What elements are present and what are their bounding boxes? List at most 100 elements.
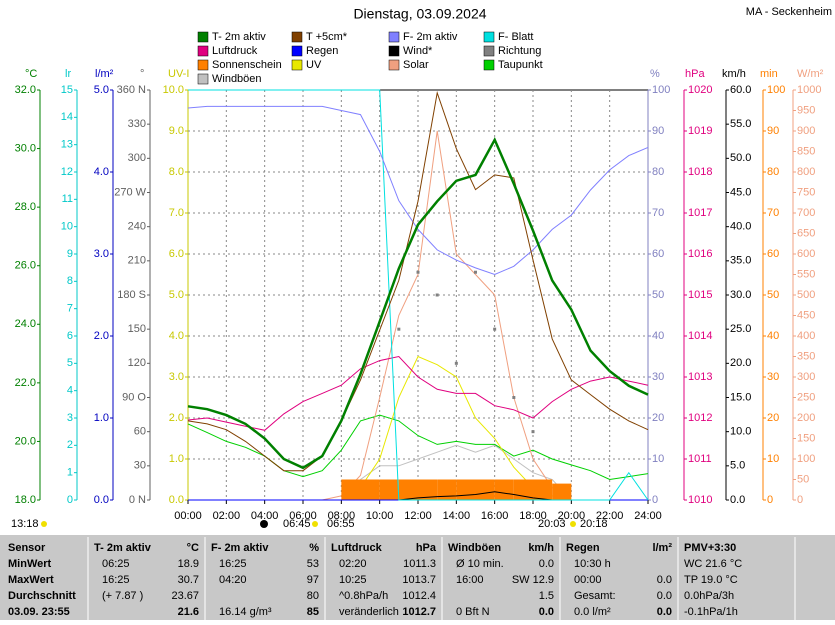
legend-swatch xyxy=(197,45,209,57)
axis-unit: hPa xyxy=(685,68,705,80)
y-tick-label: 200 xyxy=(797,412,815,424)
table-value: 80 xyxy=(307,590,319,602)
y-tick-label: 7 xyxy=(67,303,73,315)
y-tick-label: 350 xyxy=(797,350,815,362)
y-tick-label: 60 xyxy=(767,248,779,260)
y-tick-label: 6.0 xyxy=(169,248,184,260)
axis-unit: km/h xyxy=(722,68,746,80)
y-tick-label: 9.0 xyxy=(169,125,184,137)
y-tick-label: 10.0 xyxy=(163,84,184,96)
legend-swatch xyxy=(291,31,303,43)
x-tick-label: 14:00 xyxy=(443,510,471,522)
y-tick-label: 55.0 xyxy=(730,118,751,130)
bar xyxy=(418,479,438,500)
y-tick-label: 30.0 xyxy=(15,142,36,154)
y-tick-label: 1017 xyxy=(688,207,712,219)
table-value: 0.0 xyxy=(657,606,672,618)
series-point xyxy=(493,327,497,331)
series-point xyxy=(416,270,420,274)
bar xyxy=(475,479,495,500)
legend-label: Regen xyxy=(306,45,338,57)
y-tick-label: 30 xyxy=(652,371,664,383)
y-tick-label: 950 xyxy=(797,104,815,116)
y-tick-label: 80 xyxy=(767,166,779,178)
y-tick-label: 100 xyxy=(767,84,785,96)
x-tick-label: 06:00 xyxy=(289,510,317,522)
table-value: SW 12.9 xyxy=(512,574,554,586)
y-tick-label: 8.0 xyxy=(169,166,184,178)
y-tick-label: 0 xyxy=(67,494,73,506)
y-tick-label: 2 xyxy=(67,439,73,451)
table-cell: 04:20 xyxy=(219,574,247,586)
sun-time: 20:18 xyxy=(580,518,608,530)
axis-unit: lr xyxy=(65,68,71,80)
y-tick-label: 300 xyxy=(797,371,815,383)
sunset-icon xyxy=(570,521,576,527)
table-row-label: MaxWert xyxy=(8,574,54,586)
bar xyxy=(533,479,553,500)
y-tick-label: 150 xyxy=(797,432,815,444)
table-value: 30.7 xyxy=(178,574,199,586)
table-header: Luftdruck xyxy=(331,542,383,554)
table-value: 1013.7 xyxy=(402,574,436,586)
table-cell: 10:30 h xyxy=(574,558,611,570)
table-unit: °C xyxy=(187,542,199,554)
y-tick-label: 14 xyxy=(61,111,73,123)
sun-time: 13:18 xyxy=(11,518,39,530)
sun-time: 06:55 xyxy=(327,518,355,530)
table-header: Windböen xyxy=(448,542,501,554)
table-cell: (+ 7.87 ) xyxy=(102,590,143,602)
legend-swatch xyxy=(388,59,400,71)
y-tick-label: 100 xyxy=(652,84,670,96)
y-tick-label: 9 xyxy=(67,248,73,260)
y-tick-label: 0.0 xyxy=(169,494,184,506)
y-tick-label: 1014 xyxy=(688,330,712,342)
bar xyxy=(341,479,361,500)
x-tick-label: 18:00 xyxy=(519,510,547,522)
y-tick-label: 50 xyxy=(797,473,809,485)
table-cell: 16.14 g/m³ xyxy=(219,606,272,618)
series-point xyxy=(454,361,458,365)
legend-swatch xyxy=(197,31,209,43)
bar xyxy=(552,483,572,500)
series-line xyxy=(187,90,649,472)
x-tick-label: 02:00 xyxy=(213,510,241,522)
legend-swatch xyxy=(197,59,209,71)
y-tick-label: 1.0 xyxy=(169,453,184,465)
y-tick-label: 5.0 xyxy=(169,289,184,301)
bar xyxy=(379,479,399,500)
y-tick-label: 28.0 xyxy=(15,201,36,213)
legend-swatch xyxy=(388,31,400,43)
y-tick-label: 70 xyxy=(767,207,779,219)
y-tick-label: 24.0 xyxy=(15,318,36,330)
y-tick-label: 600 xyxy=(797,248,815,260)
y-tick-label: 500 xyxy=(797,289,815,301)
y-tick-label: 1019 xyxy=(688,125,712,137)
x-tick-label: 04:00 xyxy=(251,510,279,522)
axis-unit: min xyxy=(760,68,778,80)
y-tick-label: 30 xyxy=(134,460,146,472)
y-tick-label: 5.0 xyxy=(94,84,109,96)
legend-label: F- 2m aktiv xyxy=(403,31,458,43)
table-cell: 16:25 xyxy=(102,574,130,586)
axis-unit: UV-I xyxy=(168,68,189,80)
y-tick-label: 70 xyxy=(652,207,664,219)
y-tick-label: 240 xyxy=(128,221,146,233)
y-tick-label: 20 xyxy=(767,412,779,424)
legend-swatch xyxy=(291,45,303,57)
table-cell: Ø 10 min. xyxy=(456,558,504,570)
table-cell: ^0.8hPa/h xyxy=(339,590,388,602)
legend-swatch xyxy=(483,59,495,71)
y-tick-label: 1010 xyxy=(688,494,712,506)
y-tick-label: 0 xyxy=(767,494,773,506)
x-tick-label: 10:00 xyxy=(366,510,394,522)
x-tick-label: 00:00 xyxy=(174,510,202,522)
axis-unit: ° xyxy=(140,68,144,80)
y-tick-label: 50 xyxy=(652,289,664,301)
y-tick-label: 1012 xyxy=(688,412,712,424)
series-line xyxy=(187,355,649,431)
y-tick-label: 40 xyxy=(652,330,664,342)
table-value: 1.5 xyxy=(539,590,554,602)
y-tick-label: 300 xyxy=(128,152,146,164)
